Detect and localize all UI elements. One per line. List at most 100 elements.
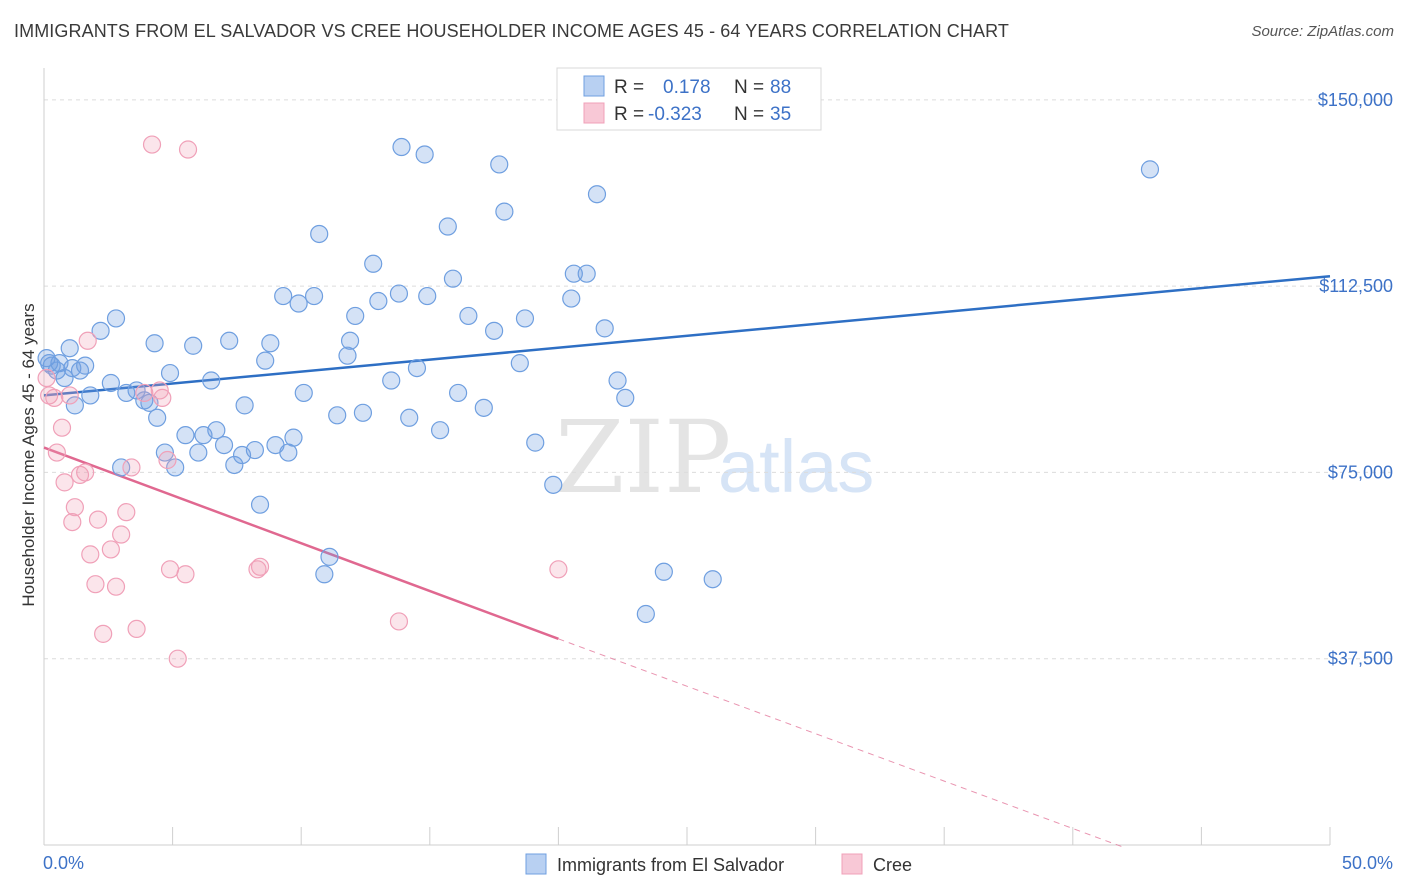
point-cree <box>389 612 409 631</box>
watermark-zip: ZIP <box>555 399 731 516</box>
point-el-salvador <box>310 224 329 244</box>
point-el-salvador <box>418 286 437 306</box>
point-cree <box>158 450 177 470</box>
point-el-salvador <box>81 386 100 405</box>
point-el-salvador <box>189 443 208 462</box>
point-el-salvador <box>526 433 545 452</box>
legend-n-label-1: N = <box>734 77 764 98</box>
point-el-salvador <box>328 406 347 425</box>
point-el-salvador <box>364 254 383 273</box>
legend-r-label-2: R = <box>614 104 644 125</box>
point-el-salvador <box>289 294 308 313</box>
point-el-salvador <box>70 361 90 380</box>
point-cree <box>63 512 82 532</box>
point-cree <box>65 498 84 517</box>
point-cree <box>47 443 66 462</box>
point-cree <box>135 383 154 403</box>
point-el-salvador <box>148 408 167 427</box>
point-cree <box>55 473 74 492</box>
point-el-salvador <box>369 291 388 311</box>
point-cree <box>160 560 180 579</box>
point-el-salvador <box>616 388 635 408</box>
point-el-salvador <box>515 309 535 328</box>
y-axis-label: Householder Income Ages 45 - 64 years <box>19 303 38 606</box>
point-el-salvador <box>392 137 411 157</box>
bottom-legend-swatch-el-salvador <box>525 853 547 875</box>
point-el-salvador <box>166 458 185 477</box>
legend-r-value-2: -0.323 <box>648 104 702 125</box>
chart-title: IMMIGRANTS FROM EL SALVADOR VS CREE HOUS… <box>14 21 1009 41</box>
point-el-salvador <box>76 356 95 375</box>
point-cree <box>88 510 108 529</box>
point-el-salvador <box>207 421 226 440</box>
point-el-salvador <box>595 319 614 338</box>
x-tick-label-max: 50.0% <box>1342 853 1393 873</box>
chart-source: Source: ZipAtlas.com <box>1251 23 1394 40</box>
point-el-salvador <box>608 371 627 390</box>
point-el-salvador <box>587 185 607 204</box>
point-cree <box>76 463 95 482</box>
point-cree <box>81 545 100 564</box>
point-el-salvador <box>250 495 270 514</box>
point-el-salvador <box>510 354 529 373</box>
point-el-salvador <box>474 398 493 417</box>
point-el-salvador <box>495 202 514 221</box>
point-el-salvador <box>485 321 504 340</box>
point-el-salvador <box>346 306 365 326</box>
bottom-legend: Immigrants from El Salvador Cree <box>525 853 912 875</box>
point-el-salvador <box>220 331 239 350</box>
point-el-salvador <box>353 403 373 422</box>
point-el-salvador <box>284 428 303 447</box>
legend-box: R = 0.178 N = 88 R = -0.323 N = 35 <box>556 67 822 131</box>
point-cree <box>106 577 126 596</box>
point-el-salvador <box>55 368 74 388</box>
point-el-salvador <box>636 604 655 624</box>
y-tick-labels: $37,500 $75,000 $112,500 $150,000 <box>1318 90 1393 669</box>
point-el-salvador <box>112 458 131 477</box>
point-el-salvador <box>430 421 450 440</box>
point-el-salvador <box>65 396 84 415</box>
point-el-salvador <box>176 426 195 445</box>
trend-line-cree-extension <box>558 638 1125 848</box>
point-el-salvador <box>202 371 221 390</box>
point-el-salvador <box>304 286 324 306</box>
point-el-salvador <box>438 217 457 236</box>
point-el-salvador <box>443 269 463 288</box>
point-cree <box>45 388 64 408</box>
point-cree <box>122 458 141 477</box>
watermark: ZIP atlas <box>555 399 874 516</box>
point-el-salvador <box>256 351 275 370</box>
point-el-salvador <box>225 455 244 475</box>
trend-lines <box>43 274 1331 848</box>
point-el-salvador <box>274 286 293 306</box>
bottom-legend-label-cree: Cree <box>873 855 912 875</box>
legend-swatch-el-salvador <box>583 75 605 97</box>
point-el-salvador <box>261 334 280 353</box>
point-cree <box>112 525 131 544</box>
y-tick-label: $75,000 <box>1328 462 1393 482</box>
point-el-salvador <box>1140 160 1160 179</box>
point-cree <box>250 557 270 576</box>
legend-n-label-2: N = <box>734 104 764 125</box>
point-el-salvador <box>654 562 673 581</box>
point-el-salvador <box>214 435 234 455</box>
axes <box>43 68 1331 846</box>
point-el-salvador <box>155 443 174 462</box>
point-cree <box>178 140 198 159</box>
point-el-salvador <box>562 289 581 308</box>
point-el-salvador <box>544 475 563 494</box>
point-cree <box>101 540 120 559</box>
point-el-salvador <box>320 547 339 566</box>
point-el-salvador <box>294 383 313 403</box>
legend-n-value-2: 35 <box>770 104 791 125</box>
legend-r-value-1: 0.178 <box>663 77 711 98</box>
point-el-salvador <box>577 264 596 283</box>
x-tick-label-min: 0.0% <box>43 853 84 873</box>
point-cree <box>142 135 162 154</box>
point-el-salvador <box>407 358 427 378</box>
point-el-salvador <box>245 440 265 460</box>
point-el-salvador <box>101 373 120 393</box>
bottom-legend-swatch-cree <box>841 853 863 875</box>
y-tick-label: $37,500 <box>1328 649 1393 669</box>
point-el-salvador <box>703 570 722 589</box>
